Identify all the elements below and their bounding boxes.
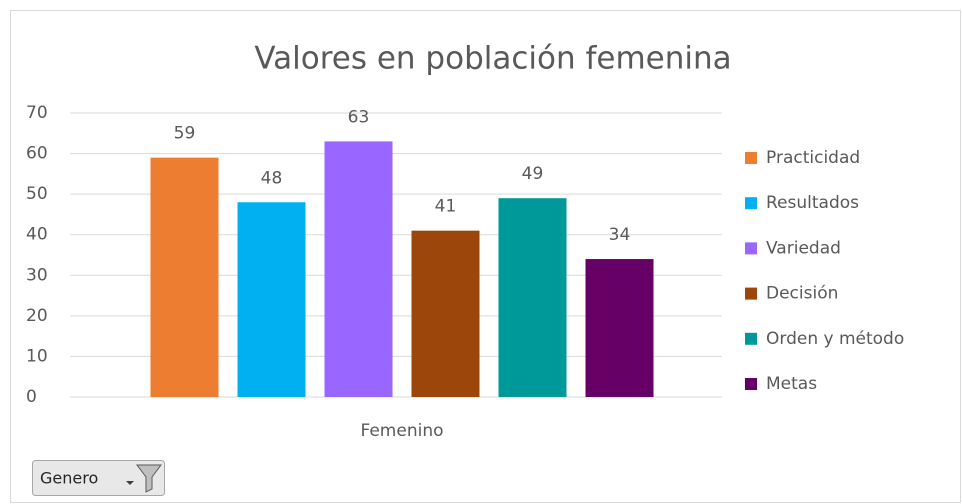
data-label: 49 xyxy=(522,164,544,184)
legend-swatch xyxy=(745,242,757,255)
filter-button-box[interactable] xyxy=(32,460,165,496)
legend-label: Practicidad xyxy=(766,148,860,168)
legend-swatch xyxy=(745,378,757,390)
bar xyxy=(411,230,480,397)
y-tick-label: 20 xyxy=(26,306,48,326)
filter-button[interactable]: Genero xyxy=(32,460,165,496)
filter-icon xyxy=(136,464,162,493)
bar xyxy=(585,259,654,397)
bar xyxy=(150,157,219,397)
y-tick-label: 70 xyxy=(26,103,48,123)
bar xyxy=(324,141,393,397)
chart-title: Valores en población femenina xyxy=(254,41,731,77)
legend-swatch xyxy=(745,197,757,210)
legend-label: Orden y método xyxy=(766,329,904,349)
bar xyxy=(498,198,567,397)
y-tick-label: 40 xyxy=(26,225,48,245)
y-tick-label: 0 xyxy=(26,387,37,407)
y-tick-label: 60 xyxy=(26,144,48,164)
bar xyxy=(237,202,306,397)
legend-swatch xyxy=(745,287,757,300)
legend-swatch xyxy=(745,332,757,345)
legend-label: Metas xyxy=(766,374,817,394)
data-label: 41 xyxy=(435,197,457,217)
data-label: 63 xyxy=(348,107,370,127)
dropdown-arrow xyxy=(126,481,134,485)
legend-label: Variedad xyxy=(766,238,841,258)
y-tick-label: 50 xyxy=(26,184,48,204)
y-tick-label: 30 xyxy=(26,265,48,285)
data-label: 48 xyxy=(261,168,283,188)
data-label: 59 xyxy=(174,124,196,144)
data-label: 34 xyxy=(609,225,631,245)
legend-label: Decisión xyxy=(766,284,838,304)
y-tick-label: 10 xyxy=(26,346,48,366)
x-tick-label: Femenino xyxy=(361,421,444,441)
legend-swatch xyxy=(745,152,757,164)
legend-label: Resultados xyxy=(766,193,859,213)
filter-button-label: Genero xyxy=(40,469,98,488)
